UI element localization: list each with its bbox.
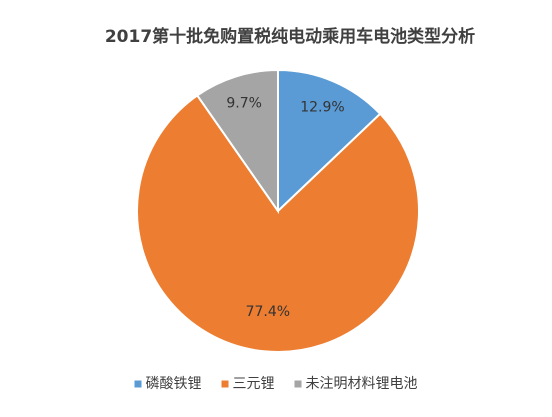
legend: 磷酸铁锂 三元锂 未注明材料锂电池	[134, 376, 418, 392]
legend-label: 未注明材料锂电池	[306, 376, 418, 392]
legend-swatch	[294, 380, 302, 388]
data-label: 9.7%	[226, 95, 262, 111]
data-label: 77.4%	[246, 304, 290, 320]
pie-slice	[277, 68, 382, 214]
legend-swatch	[134, 380, 142, 388]
legend-label: 三元锂	[233, 376, 275, 392]
legend-label: 磷酸铁锂	[146, 376, 202, 392]
pie-slice	[195, 68, 279, 215]
pie-slice	[136, 93, 420, 353]
legend-swatch	[221, 380, 229, 388]
pie: 12.9% 77.4% 9.7%	[136, 68, 420, 353]
data-label: 12.9%	[300, 99, 344, 115]
chart-title: 2017第十批免购置税纯电动乘用车电池类型分析	[105, 26, 475, 47]
